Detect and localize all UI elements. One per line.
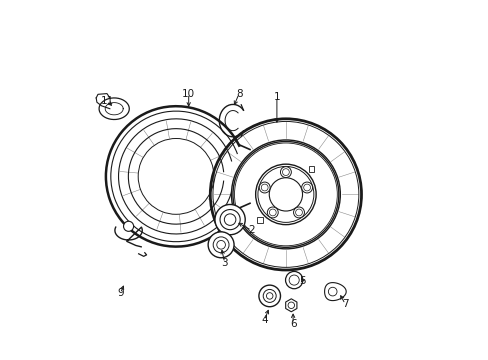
Polygon shape <box>99 98 129 120</box>
Circle shape <box>215 204 244 235</box>
Polygon shape <box>285 299 296 312</box>
Circle shape <box>232 141 338 247</box>
Circle shape <box>210 119 361 270</box>
Text: 8: 8 <box>235 89 242 99</box>
Circle shape <box>259 182 269 193</box>
Text: 3: 3 <box>221 258 227 268</box>
Circle shape <box>123 221 133 231</box>
Text: 10: 10 <box>182 89 195 99</box>
Circle shape <box>267 207 278 218</box>
Circle shape <box>224 214 235 225</box>
Circle shape <box>106 106 246 247</box>
Text: 5: 5 <box>298 276 305 286</box>
Text: 11: 11 <box>100 96 113 106</box>
Text: 6: 6 <box>289 319 296 329</box>
Circle shape <box>301 182 312 193</box>
Text: 9: 9 <box>117 288 123 298</box>
Circle shape <box>269 178 302 211</box>
Circle shape <box>280 167 291 177</box>
Circle shape <box>258 285 280 307</box>
Circle shape <box>255 164 316 225</box>
Text: 7: 7 <box>341 299 348 309</box>
Text: 2: 2 <box>248 225 254 235</box>
Text: 1: 1 <box>273 92 280 102</box>
Circle shape <box>293 207 304 218</box>
Circle shape <box>208 232 234 258</box>
Circle shape <box>285 271 302 289</box>
Text: 4: 4 <box>261 315 267 325</box>
Polygon shape <box>324 283 346 301</box>
Circle shape <box>231 140 340 249</box>
